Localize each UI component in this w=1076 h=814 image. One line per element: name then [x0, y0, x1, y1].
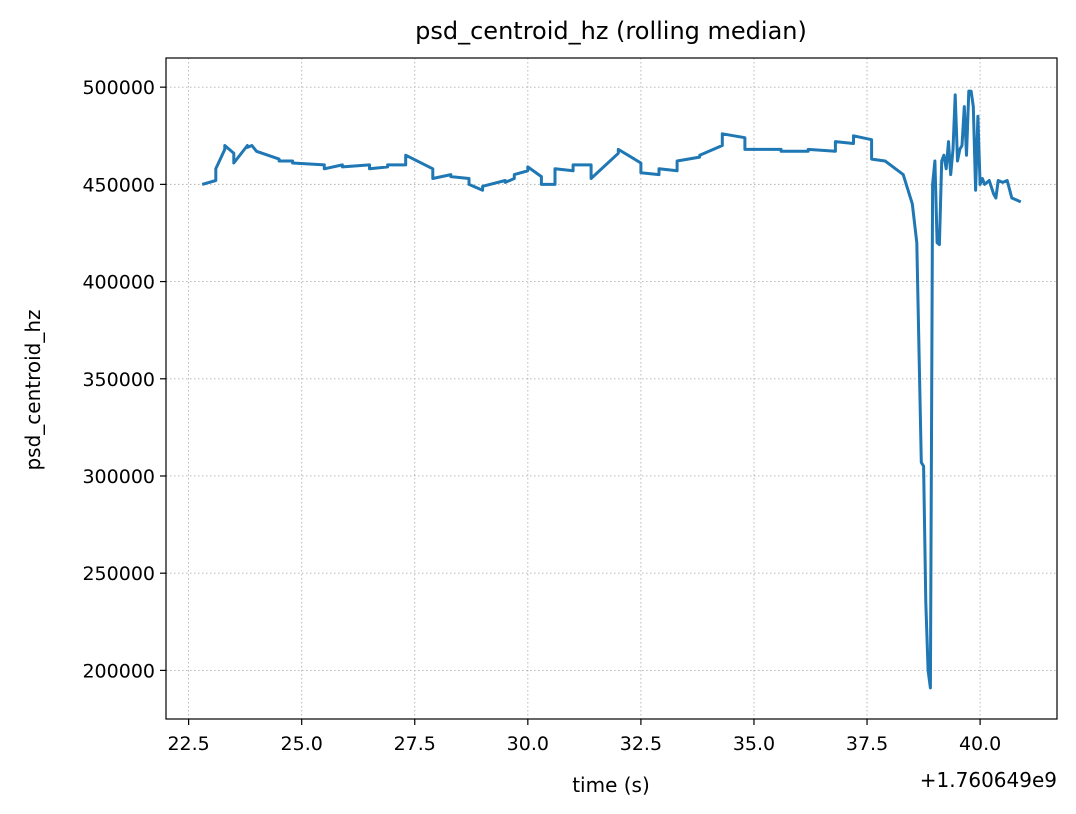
- y-tick-label: 500000: [82, 77, 155, 99]
- y-axis: 200000 250000 300000 350000 400000 450000 5000…: [82, 77, 166, 682]
- y-axis-label: psd_centroid_hz: [21, 309, 45, 470]
- x-gridlines: [188, 58, 981, 719]
- x-tick-label: 25.0: [281, 733, 323, 755]
- x-tick-label: 32.5: [620, 733, 662, 755]
- x-axis: 22.5 25.0 27.5 30.0 32.5 35.0 37.5 40.0: [167, 719, 1001, 755]
- chart-title: psd_centroid_hz (rolling median): [415, 17, 807, 45]
- series-line: [201, 89, 1022, 690]
- y-tick-label: 250000: [82, 563, 155, 585]
- y-tick-label: 200000: [82, 660, 155, 682]
- x-tick-label: 37.5: [846, 733, 888, 755]
- x-tick-label: 40.0: [959, 733, 1001, 755]
- y-tick-label: 350000: [82, 369, 155, 391]
- x-tick-label: 22.5: [167, 733, 209, 755]
- x-tick-label: 30.0: [507, 733, 549, 755]
- plot-frame: [165, 57, 1058, 720]
- x-axis-offset-label: +1.760649e9: [920, 768, 1057, 792]
- x-tick-label: 27.5: [394, 733, 436, 755]
- x-tick-label: 35.0: [733, 733, 775, 755]
- y-tick-label: 400000: [82, 272, 155, 294]
- y-gridlines: [166, 86, 1057, 671]
- y-tick-label: 450000: [82, 174, 155, 196]
- x-axis-label: time (s): [572, 773, 650, 797]
- y-tick-label: 300000: [82, 466, 155, 488]
